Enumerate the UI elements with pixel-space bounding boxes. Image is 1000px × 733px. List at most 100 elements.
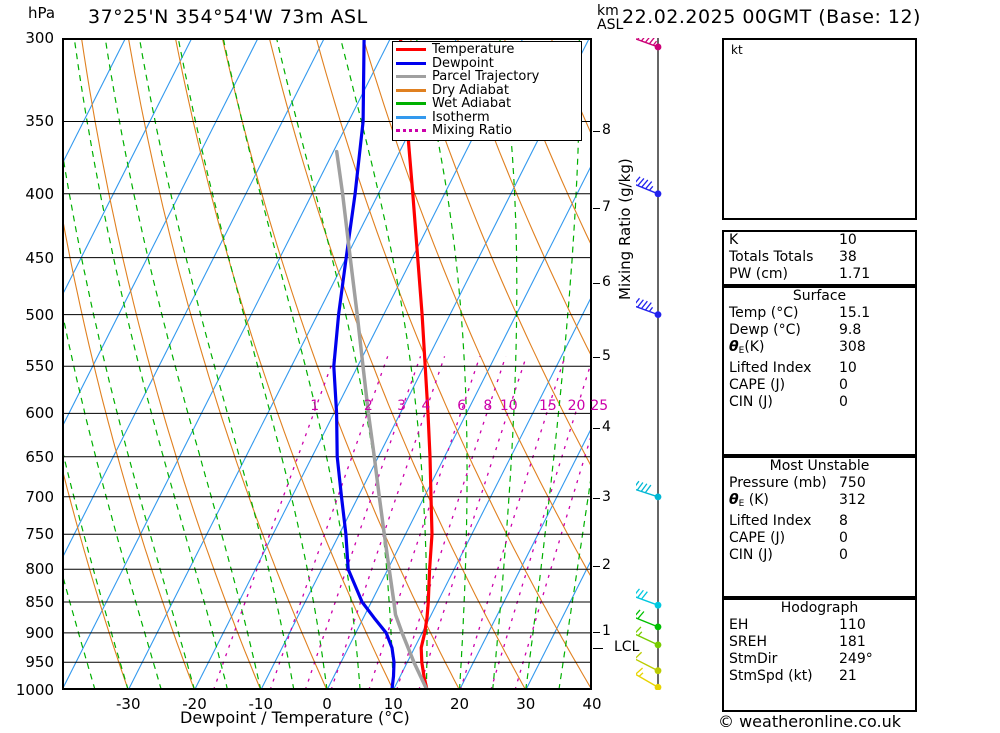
legend-item-dry-adiabat: Dry Adiabat: [396, 84, 578, 98]
legend-swatch-icon: [396, 61, 426, 65]
wind-barb: [636, 176, 662, 198]
pressure-tick-900: 900: [25, 623, 54, 642]
mixing-ratio-label-6: 6: [457, 398, 467, 415]
wind-barb: [636, 297, 662, 319]
surface-parcel-box: Surface Temp (°C) 15.1 Dewp (°C) 9.8 θE(K) 308…: [722, 286, 917, 456]
legend-item-wet-adiabat: Wet Adiabat: [396, 97, 578, 111]
pressure-tick-850: 850: [25, 592, 54, 611]
height-unit-label: km ASL: [597, 4, 623, 32]
pressure-tick-600: 600: [25, 404, 54, 423]
indices-row: K 10: [724, 232, 915, 249]
indices-row-key: K: [729, 232, 739, 248]
most_unstable-row: θE (K) 312: [724, 492, 915, 513]
height-tick-mark: [593, 356, 600, 358]
most_unstable-row-value: 750: [839, 475, 866, 491]
height-tick-mark: [593, 427, 600, 429]
legend-label: Dry Adiabat: [432, 82, 509, 98]
temperature-tick-0: 0: [322, 695, 332, 713]
hodograph_stats-row: StmSpd (kt) 21: [724, 668, 915, 685]
surface-row: CIN (J) 0: [724, 394, 915, 411]
pressure-tick-300: 300: [25, 29, 54, 47]
pressure-tick-550: 550: [25, 357, 54, 376]
legend-swatch-icon: [396, 115, 426, 119]
most_unstable-title: Most Unstable: [769, 458, 870, 474]
hodograph-stats-box: Hodograph EH 110 SREH 181 StmDir 249° StmSpd (k…: [722, 598, 917, 712]
height-tick-4: 4: [602, 418, 611, 435]
surface-row: Lifted Index 10: [724, 360, 915, 377]
height-tick-mark: [593, 130, 600, 132]
date-title: 22.02.2025 00GMT (Base: 12): [622, 6, 921, 28]
mixing-ratio-label-20: 20: [567, 398, 586, 415]
legend-item-temperature: Temperature: [396, 43, 578, 57]
copyright-notice: © weatheronline.co.uk: [718, 712, 901, 731]
lcl-tick-mark: [593, 647, 603, 649]
pressure-tick-950: 950: [25, 653, 54, 672]
stability-indices-box: K 10 Totals Totals 38 PW (cm) 1.71: [722, 230, 917, 286]
most_unstable-row-key: Pressure (mb): [729, 475, 827, 491]
legend: Temperature Dewpoint Parcel Trajectory Dry …: [392, 41, 582, 141]
surface-row: Dewp (°C) 9.8: [724, 322, 915, 339]
wind-barb: [636, 667, 662, 690]
surface-row-value: 0: [839, 394, 848, 410]
legend-swatch-icon: [396, 129, 426, 133]
height-tick-2: 2: [602, 556, 611, 573]
surface-row-value: 0: [839, 377, 848, 393]
surface-row: CAPE (J) 0: [724, 377, 915, 394]
wind-barb: [636, 480, 662, 501]
mixing-ratio-label-1: 1: [310, 398, 320, 415]
height-tick-mark: [593, 565, 600, 567]
indices-row-value: 38: [839, 249, 857, 265]
mixing-ratio-label-15: 15: [538, 398, 557, 415]
hodograph_stats-row-value: 181: [839, 634, 866, 650]
height-tick-mark: [593, 207, 600, 209]
hodograph-unit-label: kt: [731, 43, 743, 57]
most_unstable-row-key: θE (K): [729, 492, 769, 509]
mixing-ratio-axis-title: Mixing Ratio (g/kg): [616, 158, 634, 300]
mixing-ratio-lines: [212, 356, 592, 690]
hodograph_stats-row: EH 110: [724, 617, 915, 634]
pressure-tick-450: 450: [25, 248, 54, 267]
mixing-ratio-label-8: 8: [483, 398, 493, 415]
hodograph_stats-row-key: StmDir: [729, 651, 778, 667]
height-unit-line1: km: [597, 3, 619, 19]
surface-row-key: CIN (J): [729, 394, 773, 410]
isobar-lines: [62, 38, 592, 690]
surface-row-value: 9.8: [839, 322, 862, 338]
temperature-tick--20: -20: [182, 695, 207, 713]
most_unstable-row-key: Lifted Index: [729, 513, 812, 529]
legend-label: Temperature: [432, 42, 515, 58]
legend-swatch-icon: [396, 102, 426, 106]
wind-barb-profile: [636, 38, 662, 690]
temperature-tick-40: 40: [582, 695, 602, 713]
pressure-tick-700: 700: [25, 487, 54, 506]
surface-row-key: Dewp (°C): [729, 322, 801, 338]
most_unstable-row-value: 0: [839, 547, 848, 563]
temperature-tick-30: 30: [516, 695, 536, 713]
most_unstable-row-value: 0: [839, 530, 848, 546]
surface-row-key: CAPE (J): [729, 377, 786, 393]
lcl-label: LCL: [614, 638, 640, 655]
temperature-tick-20: 20: [449, 695, 470, 713]
hodograph_stats-title: Hodograph: [780, 600, 859, 616]
mixing-ratio-label-10: 10: [499, 398, 518, 415]
wind-barb: [636, 626, 662, 649]
legend-swatch-icon: [396, 88, 426, 92]
pressure-tick-650: 650: [25, 447, 54, 466]
hodograph_stats-row-key: StmSpd (kt): [729, 668, 813, 684]
most_unstable-row: Pressure (mb) 750: [724, 475, 915, 492]
hodograph_stats-row-value: 249°: [839, 651, 873, 667]
most_unstable-row-value: 8: [839, 513, 848, 529]
surface-row-value: 10: [839, 360, 857, 376]
height-unit-line2: ASL: [597, 17, 624, 33]
most_unstable-row: CIN (J) 0: [724, 547, 915, 564]
height-tick-1: 1: [602, 623, 611, 640]
most_unstable-row: Lifted Index 8: [724, 513, 915, 530]
hodograph_stats-row-key: SREH: [729, 634, 767, 650]
legend-swatch-icon: [396, 75, 426, 79]
height-tick-3: 3: [602, 488, 611, 505]
indices-row-key: PW (cm): [729, 266, 788, 282]
temperature-tick--30: -30: [116, 695, 141, 713]
height-tick-5: 5: [602, 347, 611, 364]
surface-row: Temp (°C) 15.1: [724, 305, 915, 322]
most_unstable-row-key: CIN (J): [729, 547, 773, 563]
